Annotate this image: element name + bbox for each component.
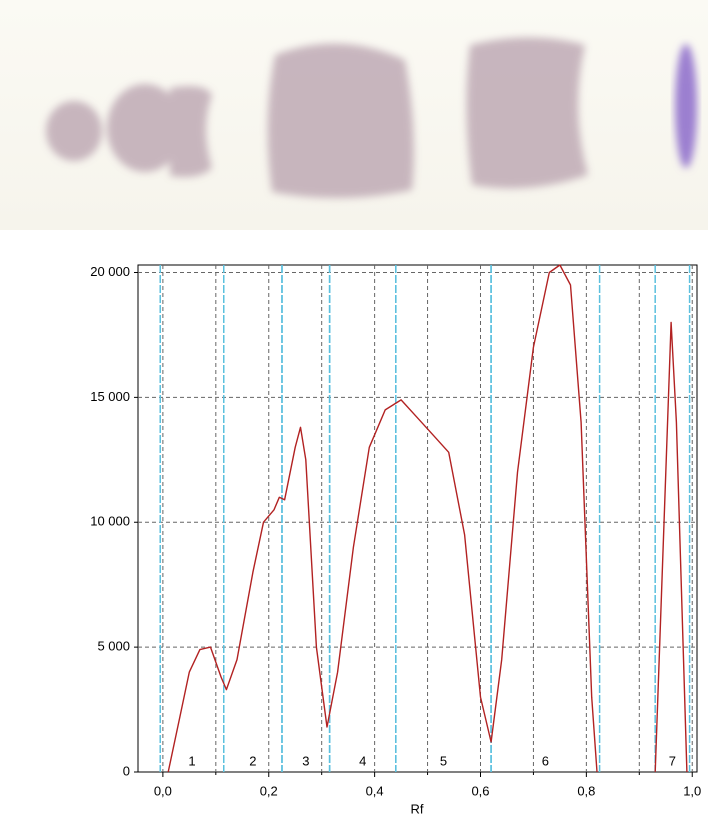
zone-label: 7 [669, 753, 676, 768]
zone-label: 2 [249, 753, 256, 768]
zone-label: 6 [542, 753, 549, 768]
x-tick-label: 0,0 [154, 783, 172, 798]
zone-label: 1 [188, 753, 195, 768]
x-tick-label: 0,8 [577, 783, 595, 798]
x-tick-label: 0,4 [366, 783, 384, 798]
zone-label: 3 [302, 753, 309, 768]
y-tick-label: 10 000 [90, 514, 130, 529]
y-tick-label: 20 000 [90, 264, 130, 279]
page: 0 5 000 10 000 15 000 20 000 0,0 0,2 0,4 0,6 0,8 1… [0, 0, 708, 821]
x-tick-label: 1,0 [683, 783, 701, 798]
y-tick-label: 5 000 [97, 639, 130, 654]
zone-label: 5 [440, 753, 447, 768]
plot-frame [138, 265, 697, 772]
y-tick-label: 0 [123, 763, 130, 778]
x-axis-label: Rf [411, 801, 424, 816]
tlc-plate [0, 0, 708, 230]
zone-label: 4 [359, 753, 366, 768]
y-tick-label: 15 000 [90, 389, 130, 404]
x-tick-label: 0,6 [471, 783, 489, 798]
x-tick-label: 0,2 [260, 783, 278, 798]
